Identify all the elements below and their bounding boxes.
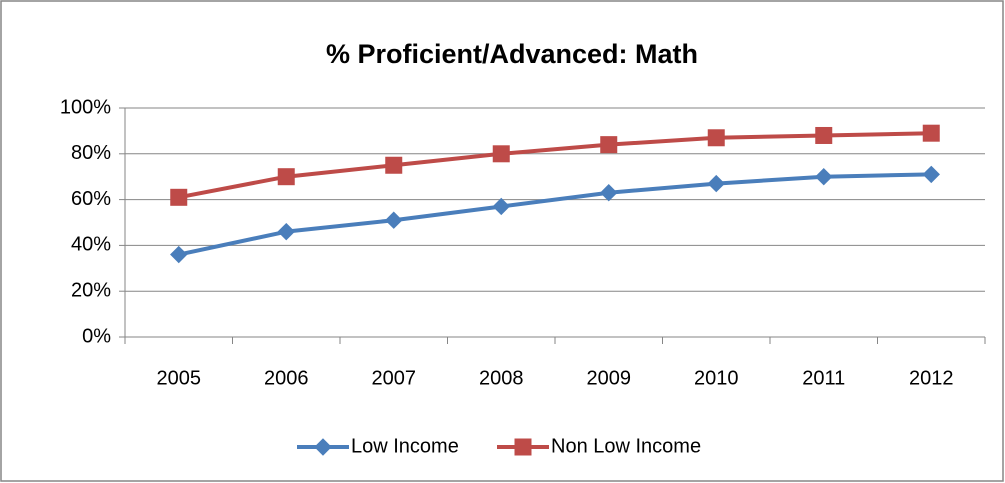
x-tick-label: 2006: [264, 367, 309, 389]
legend-label: Non Low Income: [551, 435, 701, 457]
series-line: [178, 172, 932, 257]
data-point: [170, 188, 188, 206]
legend-marker: [514, 438, 532, 456]
y-tick-label: 0%: [82, 325, 111, 347]
data-point: [492, 145, 510, 163]
legend-label: Low Income: [351, 435, 459, 457]
x-tick-label: 2012: [909, 367, 954, 389]
data-point: [815, 167, 833, 186]
data-point: [277, 222, 295, 241]
chart-title: % Proficient/Advanced: Math: [326, 39, 698, 69]
data-point: [600, 184, 618, 202]
series-line: [178, 131, 932, 200]
data-point: [492, 197, 510, 216]
data-point: [922, 124, 940, 142]
data-point: [707, 174, 725, 193]
data-point: [815, 126, 833, 144]
data-point: [707, 129, 725, 147]
x-tick-label: 2009: [587, 367, 632, 389]
y-tick-label: 80%: [71, 142, 111, 164]
x-tick-label: 2011: [802, 367, 845, 389]
x-tick-label: 2007: [372, 367, 417, 389]
y-tick-label: 60%: [71, 188, 111, 210]
data-point: [600, 136, 618, 154]
data-point: [385, 211, 403, 229]
y-tick-label: 40%: [71, 234, 111, 256]
x-tick-label: 2010: [694, 367, 739, 389]
legend-marker: [314, 438, 332, 456]
data-point: [170, 245, 188, 264]
data-point: [277, 168, 295, 186]
x-tick-label: 2005: [157, 367, 202, 389]
y-tick-label: 20%: [71, 279, 111, 301]
y-tick-label: 100%: [60, 96, 111, 118]
data-point: [385, 156, 403, 174]
data-point: [922, 165, 940, 184]
x-tick-label: 2008: [479, 367, 524, 389]
